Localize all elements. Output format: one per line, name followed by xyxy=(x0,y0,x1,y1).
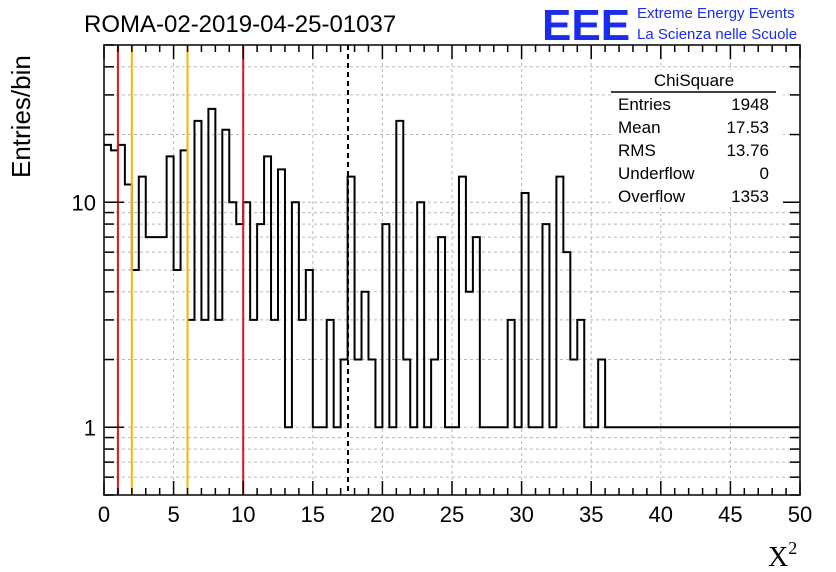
logo-line2: La Scienza nelle Scuole xyxy=(637,26,797,43)
stats-rows: Entries 1948 Mean 17.53 RMS 13.76 Underflow 0 Ov… xyxy=(618,95,769,206)
x-axis-label-base: X xyxy=(768,542,788,572)
y-tick-label: 10 xyxy=(72,190,96,215)
x-tick-label: 20 xyxy=(370,502,394,527)
stats-row-label: Underflow xyxy=(618,164,695,183)
x-tick-label: 0 xyxy=(98,502,110,527)
stats-row-label: RMS xyxy=(618,141,656,160)
histogram-layer xyxy=(104,107,800,429)
stats-box: ChiSquare Entries 1948 Mean 17.53 RMS 13.76 Un… xyxy=(611,70,783,206)
x-tick-label: 40 xyxy=(649,502,673,527)
tick-labels-layer: 0 5 10 15 20 25 30 35 40 45 50 1 10 xyxy=(72,190,813,527)
stats-box-name: ChiSquare xyxy=(654,71,734,90)
stats-row-value: 0 xyxy=(760,164,769,183)
x-tick-label: 5 xyxy=(167,502,179,527)
stats-row-value: 1948 xyxy=(731,95,769,114)
x-tick-label: 15 xyxy=(301,502,325,527)
marker-lines-layer xyxy=(116,45,350,495)
eee-logo: EEE Extreme Energy Events La Scienza nel… xyxy=(542,1,797,50)
stats-row-value: 1353 xyxy=(731,187,769,206)
grid-layer xyxy=(104,45,800,495)
x-tick-label: 10 xyxy=(231,502,255,527)
stats-row-value: 17.53 xyxy=(726,118,769,137)
x-tick-label: 45 xyxy=(718,502,742,527)
stats-row-label: Overflow xyxy=(618,187,686,206)
stats-row-label: Mean xyxy=(618,118,661,137)
x-tick-label: 30 xyxy=(509,502,533,527)
y-axis-label: Entries/bin xyxy=(6,55,36,178)
stats-box-background xyxy=(611,70,783,206)
x-axis-label-sup: 2 xyxy=(788,538,797,558)
stats-row-label: Entries xyxy=(618,95,671,114)
x-tick-label: 50 xyxy=(788,502,812,527)
x-axis-label: X2 xyxy=(768,538,797,572)
stats-row-value: 13.76 xyxy=(726,141,769,160)
axes-layer xyxy=(103,44,801,496)
logo-mark: EEE xyxy=(542,1,630,50)
y-tick-label: 1 xyxy=(84,415,96,440)
chart-title: ROMA-02-2019-04-25-01037 xyxy=(84,11,396,38)
logo-line1: Extreme Energy Events xyxy=(637,5,795,22)
histogram-outline xyxy=(104,107,800,429)
x-tick-label: 35 xyxy=(579,502,603,527)
x-tick-label: 25 xyxy=(440,502,464,527)
